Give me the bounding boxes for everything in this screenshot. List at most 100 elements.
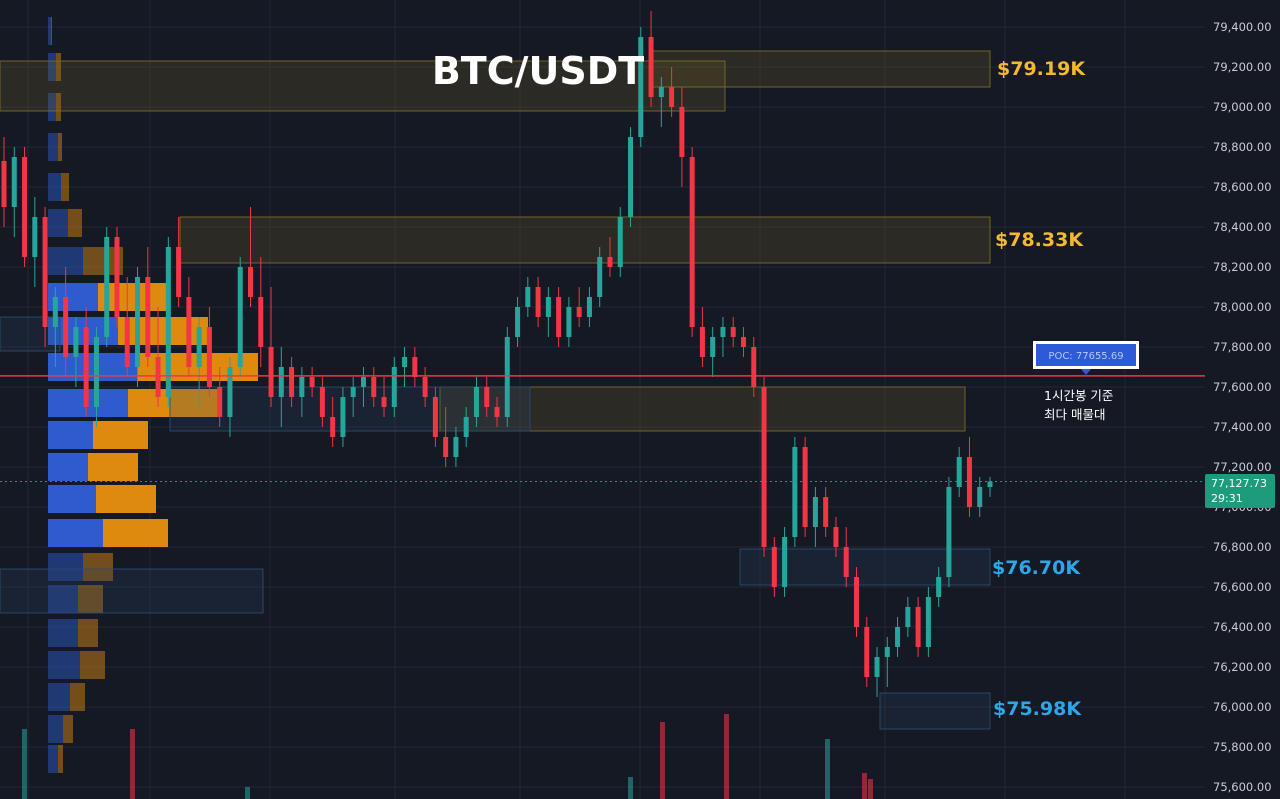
candle[interactable] [32, 197, 38, 287]
candle[interactable] [556, 287, 562, 347]
candle[interactable] [104, 227, 110, 347]
candle[interactable] [946, 477, 952, 587]
candle[interactable] [484, 377, 490, 417]
candle[interactable] [628, 127, 634, 227]
candle[interactable] [586, 287, 592, 327]
candle[interactable] [196, 317, 202, 407]
candle[interactable] [576, 287, 582, 327]
candle[interactable] [925, 587, 931, 657]
candle[interactable] [504, 327, 510, 427]
candle[interactable] [135, 267, 141, 387]
candle[interactable] [227, 357, 233, 437]
candle[interactable] [638, 27, 644, 147]
candle[interactable] [473, 377, 479, 427]
candle[interactable] [658, 77, 664, 127]
candle[interactable] [607, 237, 613, 277]
candle[interactable] [422, 367, 428, 407]
candle[interactable] [545, 287, 551, 337]
candle[interactable] [360, 367, 366, 407]
candle[interactable] [63, 267, 69, 377]
candle[interactable] [833, 517, 839, 557]
candle[interactable] [843, 527, 849, 587]
candle[interactable] [761, 377, 767, 557]
candle[interactable] [463, 407, 469, 447]
candle[interactable] [237, 257, 243, 377]
candle[interactable] [371, 367, 377, 407]
candle[interactable] [566, 297, 572, 347]
candle[interactable] [145, 247, 151, 367]
candle[interactable] [443, 407, 449, 467]
candle[interactable] [730, 317, 736, 347]
candle[interactable] [350, 377, 356, 417]
candle[interactable] [884, 637, 890, 687]
candle[interactable] [895, 617, 901, 657]
candle[interactable] [268, 287, 274, 407]
candle[interactable] [515, 297, 521, 347]
candle[interactable] [802, 437, 808, 537]
candle[interactable] [689, 147, 695, 337]
candle[interactable] [597, 247, 603, 307]
price-axis-tick: 79,400.00 [1213, 20, 1272, 34]
candle[interactable] [22, 147, 28, 267]
candle[interactable] [710, 327, 716, 377]
candle[interactable] [648, 11, 654, 107]
candle[interactable] [381, 377, 387, 417]
candles-layer[interactable] [1, 11, 993, 697]
candle[interactable] [535, 277, 541, 327]
candle[interactable] [206, 307, 212, 397]
candle[interactable] [248, 207, 253, 307]
candle[interactable] [289, 357, 295, 407]
candle[interactable] [771, 537, 777, 597]
candle[interactable] [114, 227, 120, 327]
candle[interactable] [966, 437, 972, 517]
candle[interactable] [905, 597, 911, 637]
candle[interactable] [1, 137, 7, 227]
candle[interactable] [792, 437, 798, 547]
candle[interactable] [176, 217, 182, 307]
candle[interactable] [186, 277, 192, 377]
candle[interactable] [412, 347, 418, 387]
price-axis[interactable]: 79,400.00 79,200.00 79,000.00 78,800.00 78,6… [1213, 20, 1272, 794]
candle[interactable] [83, 307, 89, 417]
candle[interactable] [309, 367, 315, 397]
candle[interactable] [93, 327, 99, 427]
candle[interactable] [751, 337, 757, 397]
candle[interactable] [391, 357, 397, 417]
candle[interactable] [453, 427, 459, 467]
candle[interactable] [812, 487, 818, 547]
candle[interactable] [987, 477, 993, 497]
candle[interactable] [11, 147, 17, 237]
candle[interactable] [617, 207, 623, 277]
candle[interactable] [319, 377, 325, 427]
candle[interactable] [679, 87, 685, 187]
candle[interactable] [977, 477, 983, 517]
candle[interactable] [936, 567, 942, 607]
candle[interactable] [432, 387, 438, 447]
candle[interactable] [823, 487, 829, 537]
candle[interactable] [155, 307, 161, 407]
candle[interactable] [258, 257, 264, 367]
candle[interactable] [52, 287, 58, 367]
poc-badge[interactable]: POC: 77655.69 [1033, 341, 1139, 375]
candle[interactable] [720, 317, 726, 357]
candle[interactable] [330, 397, 336, 447]
candle[interactable] [494, 397, 500, 427]
candle[interactable] [782, 527, 788, 597]
candle[interactable] [217, 367, 223, 427]
candle[interactable] [278, 347, 284, 427]
candle[interactable] [915, 597, 921, 657]
candle[interactable] [874, 647, 880, 697]
candle[interactable] [42, 207, 48, 347]
candle[interactable] [124, 277, 130, 377]
candle[interactable] [741, 327, 746, 357]
candle[interactable] [864, 617, 870, 687]
candle[interactable] [402, 347, 408, 387]
candle[interactable] [525, 277, 531, 317]
candle[interactable] [699, 307, 705, 367]
candle[interactable] [956, 447, 962, 497]
candle[interactable] [853, 567, 859, 637]
candle[interactable] [669, 67, 675, 117]
candle[interactable] [165, 237, 171, 407]
candle[interactable] [340, 387, 346, 447]
